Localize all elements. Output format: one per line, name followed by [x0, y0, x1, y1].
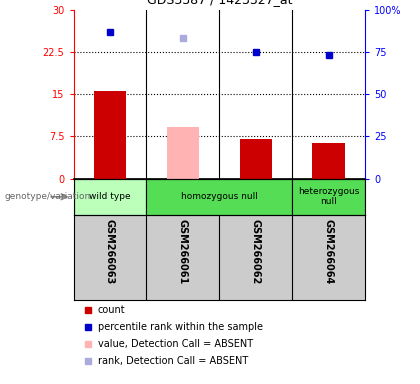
Bar	[94, 91, 126, 179]
Text: wild type: wild type	[89, 192, 131, 201]
Bar	[167, 127, 200, 179]
Text: GSM266061: GSM266061	[178, 219, 188, 285]
Text: percentile rank within the sample: percentile rank within the sample	[98, 322, 263, 332]
Text: GSM266063: GSM266063	[105, 219, 115, 285]
Bar	[292, 179, 365, 215]
Text: heterozygous
null: heterozygous null	[298, 187, 360, 207]
Title: GDS3387 / 1423327_at: GDS3387 / 1423327_at	[147, 0, 292, 6]
Bar	[239, 139, 272, 179]
Text: value, Detection Call = ABSENT: value, Detection Call = ABSENT	[98, 339, 253, 349]
Text: count: count	[98, 305, 126, 315]
Text: rank, Detection Call = ABSENT: rank, Detection Call = ABSENT	[98, 356, 248, 366]
Bar	[147, 179, 292, 215]
Bar	[74, 179, 147, 215]
Text: homozygous null: homozygous null	[181, 192, 258, 201]
Text: genotype/variation: genotype/variation	[4, 192, 90, 201]
Text: GSM266062: GSM266062	[251, 219, 261, 285]
Bar	[312, 143, 345, 179]
Text: GSM266064: GSM266064	[324, 219, 334, 285]
